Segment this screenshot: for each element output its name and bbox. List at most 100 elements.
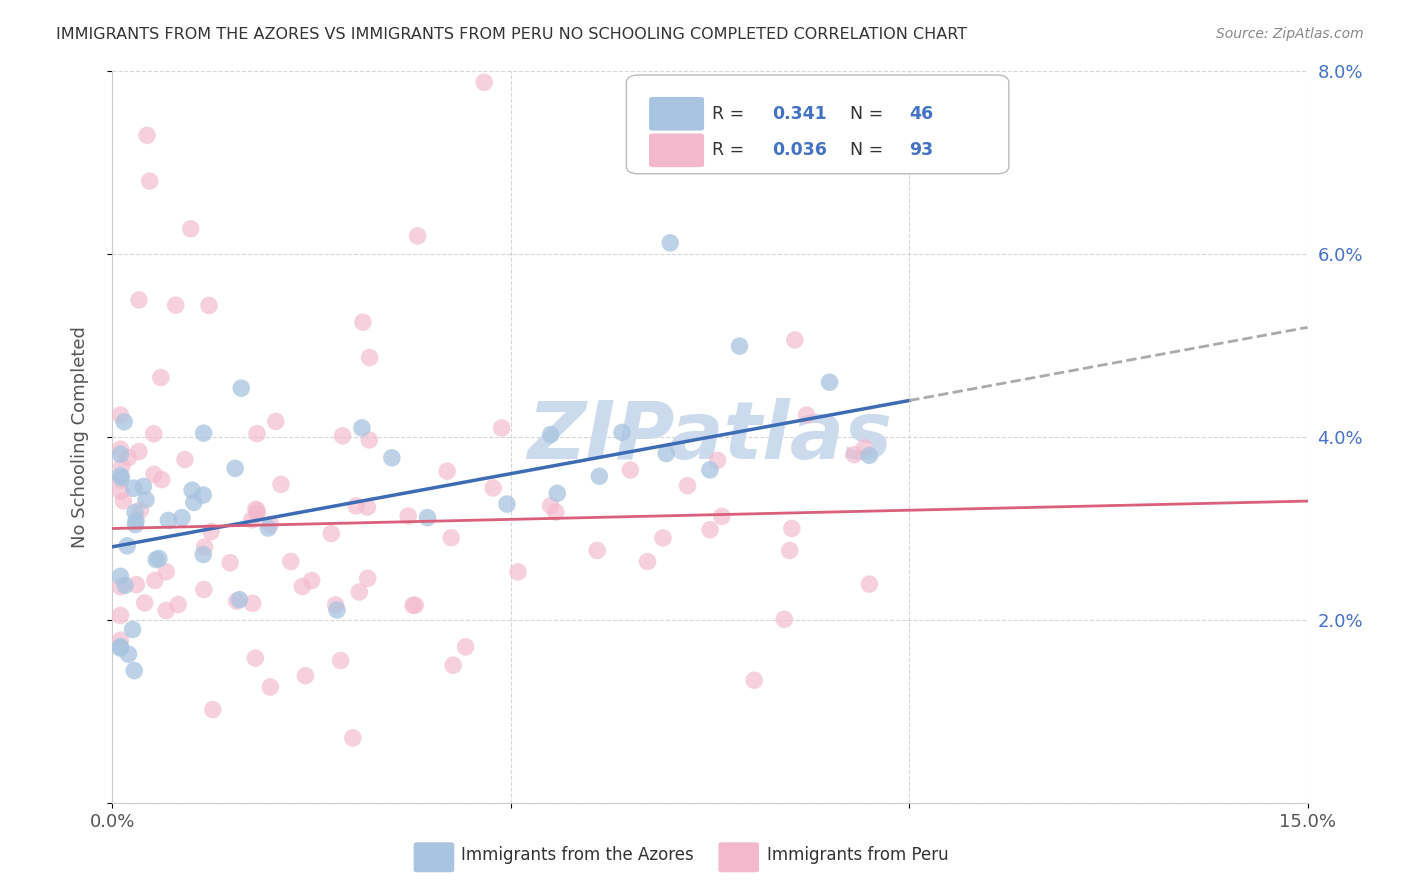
- Text: 0.341: 0.341: [772, 104, 827, 123]
- Point: [225, 594, 247, 608]
- Point: [180, 222, 202, 236]
- Point: [111, 459, 134, 474]
- Point: [780, 521, 803, 535]
- Point: [122, 481, 145, 495]
- Point: [610, 425, 633, 440]
- Point: [540, 427, 562, 442]
- Point: [259, 517, 281, 532]
- Point: [301, 574, 323, 588]
- Point: [143, 467, 166, 482]
- Point: [149, 370, 172, 384]
- Point: [344, 499, 367, 513]
- Point: [135, 492, 157, 507]
- Point: [710, 509, 733, 524]
- Point: [349, 585, 371, 599]
- Point: [138, 174, 160, 188]
- Point: [586, 543, 609, 558]
- Point: [482, 481, 505, 495]
- Point: [110, 473, 132, 487]
- Point: [728, 339, 751, 353]
- Point: [193, 540, 215, 554]
- Point: [145, 552, 167, 566]
- Point: [796, 408, 818, 422]
- Point: [655, 447, 678, 461]
- Point: [326, 603, 349, 617]
- Point: [183, 495, 205, 509]
- Point: [193, 426, 215, 441]
- Point: [134, 596, 156, 610]
- Point: [472, 75, 495, 89]
- Point: [142, 426, 165, 441]
- Point: [155, 603, 177, 617]
- Point: [270, 477, 292, 491]
- Point: [240, 513, 263, 527]
- Text: 0.036: 0.036: [772, 141, 827, 160]
- Point: [245, 651, 267, 665]
- Point: [342, 731, 364, 745]
- Point: [167, 598, 190, 612]
- Text: Immigrants from the Azores: Immigrants from the Azores: [461, 847, 695, 864]
- Point: [246, 504, 269, 518]
- Point: [773, 612, 796, 626]
- Point: [122, 664, 145, 678]
- Point: [259, 680, 281, 694]
- Point: [150, 473, 173, 487]
- Point: [228, 592, 250, 607]
- Point: [110, 569, 132, 583]
- Point: [544, 505, 567, 519]
- Point: [742, 673, 765, 688]
- Point: [115, 539, 138, 553]
- Point: [396, 509, 419, 524]
- Point: [325, 598, 347, 612]
- Point: [198, 298, 221, 312]
- Point: [112, 415, 135, 429]
- Point: [588, 469, 610, 483]
- Point: [844, 448, 866, 462]
- Point: [128, 444, 150, 458]
- Text: Immigrants from Peru: Immigrants from Peru: [768, 847, 949, 864]
- Point: [110, 468, 132, 483]
- Text: R =: R =: [713, 141, 751, 160]
- Point: [110, 471, 132, 485]
- Point: [201, 703, 224, 717]
- Point: [129, 503, 152, 517]
- Point: [406, 229, 429, 244]
- Point: [246, 507, 269, 521]
- Point: [155, 565, 177, 579]
- Point: [117, 647, 139, 661]
- Point: [280, 554, 302, 568]
- Point: [659, 235, 682, 250]
- Point: [143, 574, 166, 588]
- Point: [441, 658, 464, 673]
- FancyBboxPatch shape: [650, 134, 704, 167]
- Point: [416, 510, 439, 524]
- Point: [783, 333, 806, 347]
- Y-axis label: No Schooling Completed: No Schooling Completed: [70, 326, 89, 548]
- Point: [110, 640, 132, 654]
- Point: [110, 633, 132, 648]
- Point: [110, 447, 132, 461]
- Point: [491, 421, 513, 435]
- Point: [699, 463, 721, 477]
- Point: [637, 555, 659, 569]
- Point: [853, 441, 876, 455]
- Point: [294, 668, 316, 682]
- Point: [165, 298, 187, 312]
- Point: [110, 580, 132, 594]
- Point: [110, 408, 132, 422]
- Point: [540, 499, 562, 513]
- Point: [359, 433, 381, 447]
- Point: [121, 623, 143, 637]
- Point: [506, 565, 529, 579]
- Text: 46: 46: [910, 104, 934, 123]
- Point: [246, 426, 269, 441]
- Text: ZIPatlas: ZIPatlas: [527, 398, 893, 476]
- Point: [352, 315, 374, 329]
- Point: [402, 599, 425, 613]
- Point: [381, 450, 404, 465]
- Point: [219, 556, 242, 570]
- Point: [652, 531, 675, 545]
- Point: [356, 500, 378, 515]
- Point: [404, 599, 426, 613]
- Point: [350, 421, 373, 435]
